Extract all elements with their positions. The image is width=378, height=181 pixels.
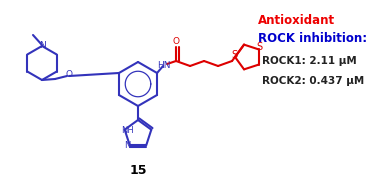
Text: ROCK2: 0.437 μM: ROCK2: 0.437 μM	[262, 76, 364, 86]
Text: ROCK inhibition:: ROCK inhibition:	[258, 31, 367, 45]
Text: O: O	[65, 70, 72, 79]
Text: Antioxidant: Antioxidant	[258, 14, 335, 28]
Text: O: O	[172, 37, 180, 45]
Text: ROCK1: 2.11 μM: ROCK1: 2.11 μM	[262, 56, 357, 66]
Text: NH: NH	[121, 126, 134, 135]
Text: N: N	[125, 141, 131, 150]
Text: S: S	[231, 50, 237, 60]
Text: HN: HN	[157, 60, 171, 70]
Text: S: S	[257, 42, 263, 52]
Text: N: N	[39, 41, 45, 50]
Text: 15: 15	[129, 165, 147, 178]
